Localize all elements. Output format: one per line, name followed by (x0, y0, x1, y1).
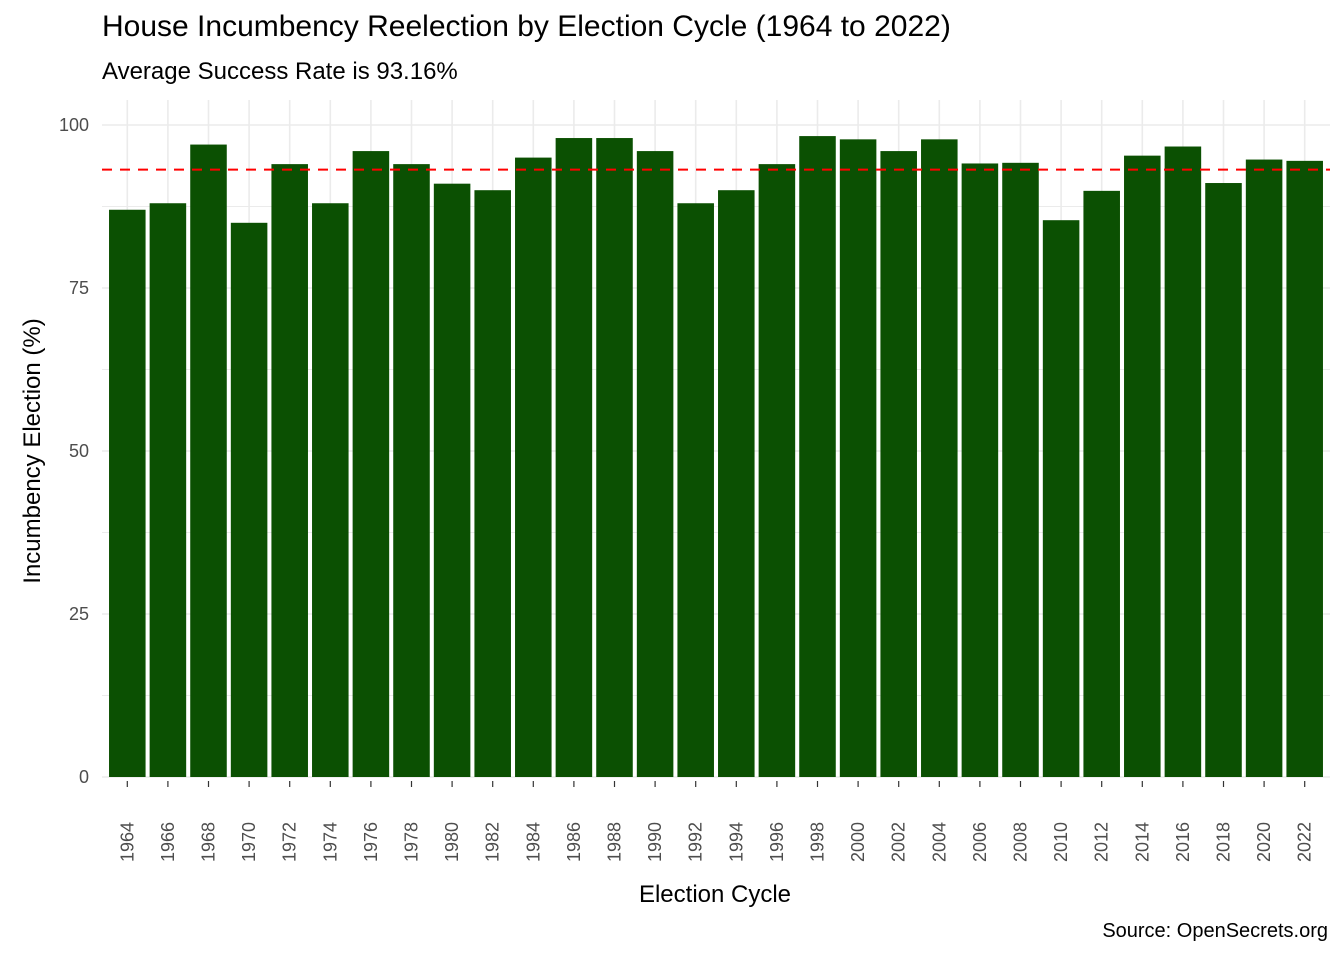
bar-1994 (718, 190, 755, 777)
bar-1964 (109, 209, 146, 777)
bar-1984 (515, 157, 552, 778)
y-tick-label: 75 (69, 278, 89, 298)
bar-2008 (1002, 162, 1039, 778)
chart-title: House Incumbency Reelection by Election … (102, 10, 951, 43)
x-axis-title: Election Cycle (639, 881, 791, 908)
x-axis-ticks: 1964 1966 1968 1970 1972 1974 1976 1978 1980 1982… (117, 781, 1315, 862)
x-tick-label: 1984 (523, 822, 543, 862)
bar-2020 (1245, 159, 1283, 777)
y-axis-title: Incumbency Election (%) (19, 318, 46, 583)
x-tick-label: 1972 (280, 822, 300, 862)
bar-1992 (677, 203, 714, 778)
x-tick-label: 1994 (726, 822, 746, 862)
bar-2022 (1286, 160, 1323, 778)
x-tick-label: 2002 (889, 822, 909, 862)
bar-1986 (555, 138, 593, 778)
x-tick-label: 1990 (645, 822, 665, 862)
x-tick-label: 1968 (199, 822, 219, 862)
y-axis-ticks: 0 25 50 75 100 (59, 115, 89, 787)
x-tick-label: 1974 (320, 822, 340, 862)
y-tick-label: 0 (79, 767, 89, 787)
bar-1976 (352, 151, 390, 777)
x-tick-label: 2010 (1051, 822, 1071, 862)
bars (109, 136, 1323, 778)
bar-1974 (312, 203, 349, 778)
x-tick-label: 2000 (848, 822, 868, 862)
bar-1980 (433, 183, 471, 777)
bar-2002 (880, 151, 917, 777)
bar-2014 (1124, 155, 1161, 778)
bar-1966 (149, 203, 187, 778)
x-tick-label: 2012 (1092, 822, 1112, 862)
bar-1988 (596, 138, 633, 778)
x-tick-label: 1980 (442, 822, 462, 862)
x-tick-label: 1976 (361, 822, 381, 862)
y-tick-label: 100 (59, 115, 89, 135)
bar-2006 (961, 163, 999, 777)
x-tick-label: 1998 (808, 822, 828, 862)
bar-2010 (1042, 220, 1080, 777)
x-tick-label: 1964 (117, 822, 137, 862)
x-tick-label: 1986 (564, 822, 584, 862)
y-tick-label: 25 (69, 604, 89, 624)
x-tick-label: 2022 (1295, 822, 1315, 862)
x-tick-label: 2014 (1132, 822, 1152, 862)
bar-1978 (393, 164, 430, 777)
x-tick-label: 2018 (1214, 822, 1234, 862)
bar-2012 (1083, 190, 1120, 778)
x-tick-label: 2008 (1011, 822, 1031, 862)
x-tick-label: 1978 (402, 822, 422, 862)
x-tick-label: 2004 (929, 822, 949, 862)
chart-subtitle: Average Success Rate is 93.16% (102, 58, 458, 85)
x-tick-label: 1992 (686, 822, 706, 862)
bar-1970 (230, 222, 268, 778)
x-tick-label: 2016 (1173, 822, 1193, 862)
x-tick-label: 1970 (239, 822, 259, 862)
bar-2004 (921, 139, 958, 777)
bar-2018 (1205, 183, 1242, 777)
x-tick-label: 1996 (767, 822, 787, 862)
x-tick-label: 1966 (158, 822, 178, 862)
bar-1996 (758, 164, 796, 777)
x-tick-label: 2006 (970, 822, 990, 862)
bar-2000 (839, 139, 877, 777)
bar-1982 (474, 190, 511, 777)
bar-2016 (1164, 146, 1202, 778)
chart-caption: Source: OpenSecrets.org (1102, 920, 1328, 942)
bar-1990 (636, 151, 674, 777)
bar-1968 (190, 144, 227, 777)
x-tick-label: 2020 (1254, 822, 1274, 862)
x-tick-label: 1988 (605, 822, 625, 862)
x-tick-label: 1982 (483, 822, 503, 862)
bar-1998 (799, 136, 836, 778)
bar-1972 (271, 164, 308, 777)
y-tick-label: 50 (69, 441, 89, 461)
